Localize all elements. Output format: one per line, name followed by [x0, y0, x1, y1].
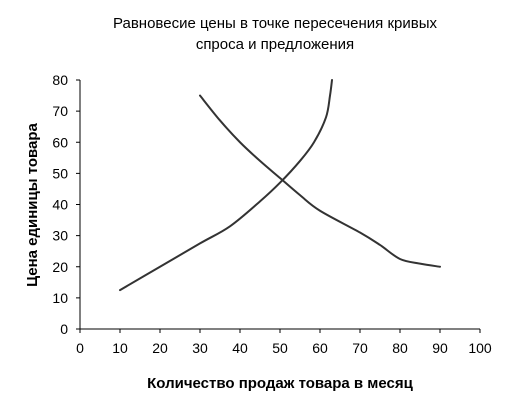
x-tick-label: 10: [112, 340, 128, 356]
y-tick-label: 60: [52, 134, 68, 150]
y-axis-ticks: 0 10 20 30 40 50 60 70 80: [52, 72, 80, 337]
chart-title-line-2: спроса и предложения: [196, 36, 354, 53]
supply-curve-line: [119, 79, 333, 292]
y-tick-label: 70: [52, 103, 68, 119]
x-tick-label: 90: [432, 340, 448, 356]
x-tick-label: 30: [192, 340, 208, 356]
y-axis-label: Цена единицы товара: [24, 122, 41, 286]
x-axis-label: Количество продаж товара в месяц: [147, 375, 414, 392]
y-tick-label: 50: [52, 165, 68, 181]
x-tick-label: 50: [272, 340, 288, 356]
x-tick-label: 40: [232, 340, 248, 356]
x-tick-label: 0: [76, 340, 84, 356]
x-tick-label: 100: [468, 340, 492, 356]
y-tick-label: 0: [60, 321, 68, 337]
y-tick-label: 30: [52, 228, 68, 244]
y-tick-label: 40: [52, 197, 68, 213]
y-tick-label: 80: [52, 72, 68, 88]
series-group: [119, 79, 441, 292]
x-axis-ticks: 0 10 20 30 40 50 60 70 80 90 100: [76, 329, 492, 356]
y-tick-label: 20: [52, 259, 68, 275]
x-tick-label: 70: [352, 340, 368, 356]
chart-title-line-1: Равновесие цены в точке пересечения крив…: [113, 15, 438, 32]
demand-curve-line: [199, 94, 441, 268]
x-tick-label: 60: [312, 340, 328, 356]
x-tick-label: 80: [392, 340, 408, 356]
y-tick-label: 10: [52, 290, 68, 306]
x-tick-label: 20: [152, 340, 168, 356]
